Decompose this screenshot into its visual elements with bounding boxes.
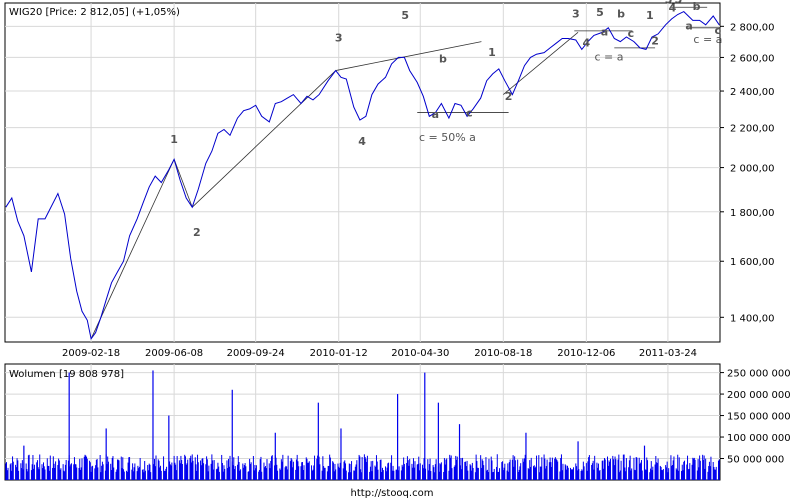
price-x-tick-label: 2010-01-12	[310, 348, 368, 359]
wave-line-4	[503, 32, 579, 95]
wave-label: 4	[583, 36, 591, 49]
wave-label: a	[685, 19, 692, 32]
price-line	[5, 10, 720, 341]
wave-label: 4	[358, 135, 366, 148]
price-y-tick-label: 1 400,00	[730, 313, 775, 324]
wave-label: 1	[646, 9, 654, 22]
wave-label: c	[628, 27, 635, 40]
volume-y-tick-label: 50 000 000	[727, 455, 784, 466]
wave-label: a	[601, 25, 608, 38]
price-y-tick-label: 2 800,00	[730, 22, 775, 33]
price-x-tick-label: 2009-06-08	[145, 348, 203, 359]
price-x-tick-label: 2010-12-06	[557, 348, 615, 359]
wave-label: a	[432, 108, 439, 121]
wave-label: 2	[505, 90, 513, 103]
wave-label: 3	[665, 0, 673, 6]
elliott-wave-lines	[90, 6, 720, 339]
price-y-tick-label: 2 400,00	[730, 87, 775, 98]
wave-label: c = 50% a	[419, 131, 476, 144]
wave-label: 2	[193, 226, 201, 239]
footer-source: http://stooq.com	[351, 488, 434, 499]
wave-label: b	[617, 7, 625, 20]
price-y-tick-label: 2 000,00	[730, 164, 775, 175]
volume-y-tick-label: 100 000 000	[727, 433, 791, 444]
volume-bars	[5, 370, 720, 480]
wave-label: 5	[675, 0, 683, 6]
wave-label: c	[714, 24, 721, 37]
wave-label: 3	[335, 32, 343, 45]
wave-label: 3	[572, 7, 580, 20]
price-y-tick-label: 2 200,00	[730, 124, 775, 135]
price-x-ticks: 2009-02-18 2009-06-08 2009-09-24 2010-01-12…	[62, 348, 697, 359]
price-x-tick-label: 2009-09-24	[227, 348, 285, 359]
volume-y-tick-label: 250 000 000	[727, 369, 791, 380]
price-grid	[5, 3, 720, 342]
wave-label: c = a	[693, 33, 722, 46]
wave-label: 2	[651, 35, 659, 48]
volume-y-tick-label: 200 000 000	[727, 390, 791, 401]
price-y-tick-label: 1 800,00	[730, 208, 775, 219]
wave-line-3	[191, 70, 336, 208]
wave-channel-top	[335, 41, 482, 71]
wave-label: c = a	[595, 51, 624, 64]
price-y-tick-label: 2 600,00	[730, 53, 775, 64]
wave-label: 5	[401, 9, 409, 22]
price-y-tick-label: 1 600,00	[730, 257, 775, 268]
price-panel	[4, 2, 721, 343]
wave-label: 1	[170, 133, 178, 146]
price-panel-title: WIG20 [Price: 2 812,05] (+1,05%)	[9, 7, 180, 18]
wave-label: 1	[488, 46, 496, 59]
wave-line-1	[90, 159, 175, 339]
volume-y-tick-label: 150 000 000	[727, 412, 791, 423]
price-x-tick-label: 2009-02-18	[62, 348, 120, 359]
volume-y-ticks: 50 000 000 100 000 000 150 000 000 200 000 …	[720, 369, 791, 466]
wave-label: 4	[669, 2, 677, 15]
wave-label: c	[466, 106, 473, 119]
price-x-tick-label: 2010-08-18	[474, 348, 532, 359]
wave-line-2	[173, 159, 193, 208]
price-x-tick-label: 2010-04-30	[391, 348, 449, 359]
price-y-ticks: 1 400,00 1 600,00 1 800,00 2 000,00 2 200,00…	[720, 22, 775, 324]
wave-label: 5	[596, 6, 604, 19]
volume-panel-title: Wolumen [19 808 978]	[9, 369, 124, 380]
wave-label: b	[693, 0, 701, 13]
wave-label: b	[439, 52, 447, 65]
price-x-tick-label: 2011-03-24	[639, 348, 697, 359]
